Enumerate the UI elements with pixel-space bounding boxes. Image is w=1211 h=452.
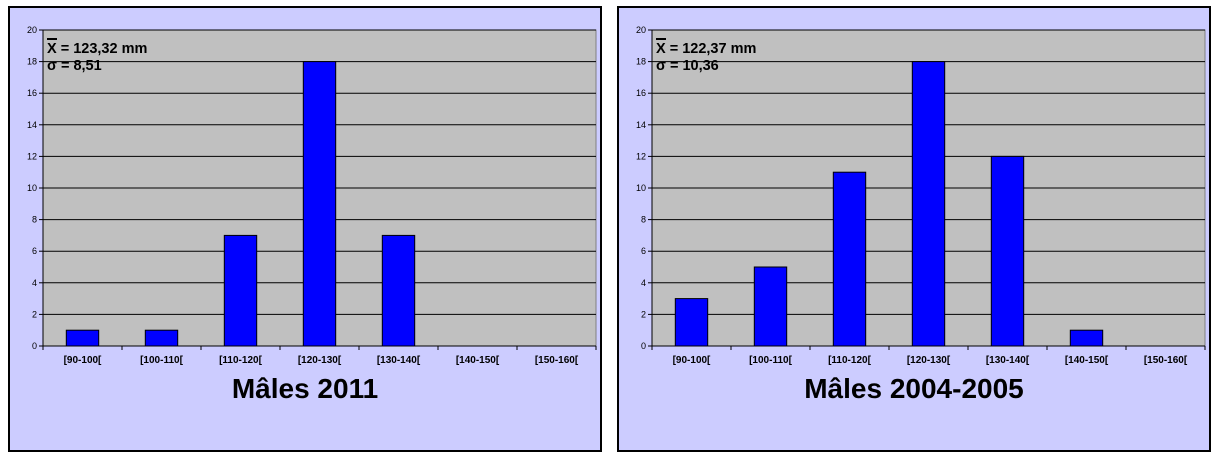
y-tick-label: 0 (32, 341, 37, 351)
bar (65, 329, 100, 347)
y-tick-label: 0 (641, 341, 646, 351)
bar (990, 155, 1025, 347)
mean-overline (47, 38, 57, 40)
y-tick-label: 16 (27, 88, 37, 98)
bar (381, 234, 416, 347)
x-tick-label: [150-160[ (1144, 355, 1188, 366)
y-tick-label: 8 (32, 215, 37, 225)
bar (1069, 329, 1104, 347)
bar (911, 61, 946, 347)
x-tick-label: [140-150[ (1065, 355, 1109, 366)
bar (144, 329, 179, 347)
y-tick-label: 10 (636, 183, 646, 193)
x-tick-label: [130-140[ (986, 355, 1030, 366)
x-tick-label: [130-140[ (377, 355, 421, 366)
chart-title: Mâles 2011 (231, 373, 379, 404)
x-tick-label: [100-110[ (749, 355, 792, 366)
y-tick-label: 4 (32, 278, 37, 288)
y-tick-label: 4 (641, 278, 646, 288)
histogram-chart: 0 2 4 6 8 10 12 14 16 18 20 [90-100[ [100-110[ [110-1… (636, 25, 1206, 366)
y-tick-label: 6 (641, 246, 646, 256)
stats-annotation: X = 122,37 mm σ = 10,36 (656, 38, 757, 75)
sigma-value: σ = 10,36 (656, 58, 719, 74)
x-tick-label: [150-160[ (535, 355, 579, 366)
y-tick-label: 8 (641, 215, 646, 225)
x-tick-label: [110-120[ (828, 355, 871, 366)
x-tick-label: [120-130[ (907, 355, 951, 366)
y-tick-label: 2 (32, 309, 37, 319)
y-tick-label: 16 (636, 88, 646, 98)
x-tick-label: [110-120[ (219, 355, 262, 366)
bar (832, 171, 867, 347)
y-tick-label: 10 (27, 183, 37, 193)
y-tick-label: 20 (27, 25, 37, 35)
y-tick-label: 6 (32, 246, 37, 256)
y-tick-label: 18 (27, 57, 37, 67)
bar (223, 234, 258, 347)
mean-overline (656, 38, 666, 40)
x-tick-label: [140-150[ (456, 355, 500, 366)
chart-title: Mâles 2004-2005 (804, 373, 1024, 404)
x-tick-label: [100-110[ (140, 355, 183, 366)
bar (753, 266, 788, 347)
x-tick-label: [90-100[ (64, 355, 102, 366)
bar (302, 61, 337, 347)
bar (674, 298, 709, 347)
mean-value: X = 123,32 mm (47, 41, 148, 57)
x-tick-label: [120-130[ (298, 355, 342, 366)
y-tick-label: 18 (636, 57, 646, 67)
chart-panel-males-2011: 0 2 4 6 8 10 12 14 16 18 20 [90-100[ [100-110[ [110-1… (8, 6, 602, 452)
y-tick-label: 14 (636, 120, 646, 130)
histogram-chart: 0 2 4 6 8 10 12 14 16 18 20 [90-100[ [100-110[ [110-1… (27, 25, 597, 366)
y-tick-label: 14 (27, 120, 37, 130)
sigma-value: σ = 8,51 (47, 58, 102, 74)
mean-value: X = 122,37 mm (656, 41, 757, 57)
y-tick-label: 12 (636, 151, 646, 161)
y-tick-label: 12 (27, 151, 37, 161)
y-tick-label: 20 (636, 25, 646, 35)
y-tick-label: 2 (641, 309, 646, 319)
chart-panel-males-2004-2005: 0 2 4 6 8 10 12 14 16 18 20 [90-100[ [100-110[ [110-1… (617, 6, 1211, 452)
x-tick-label: [90-100[ (673, 355, 711, 366)
stats-annotation: X = 123,32 mm σ = 8,51 (47, 38, 148, 75)
